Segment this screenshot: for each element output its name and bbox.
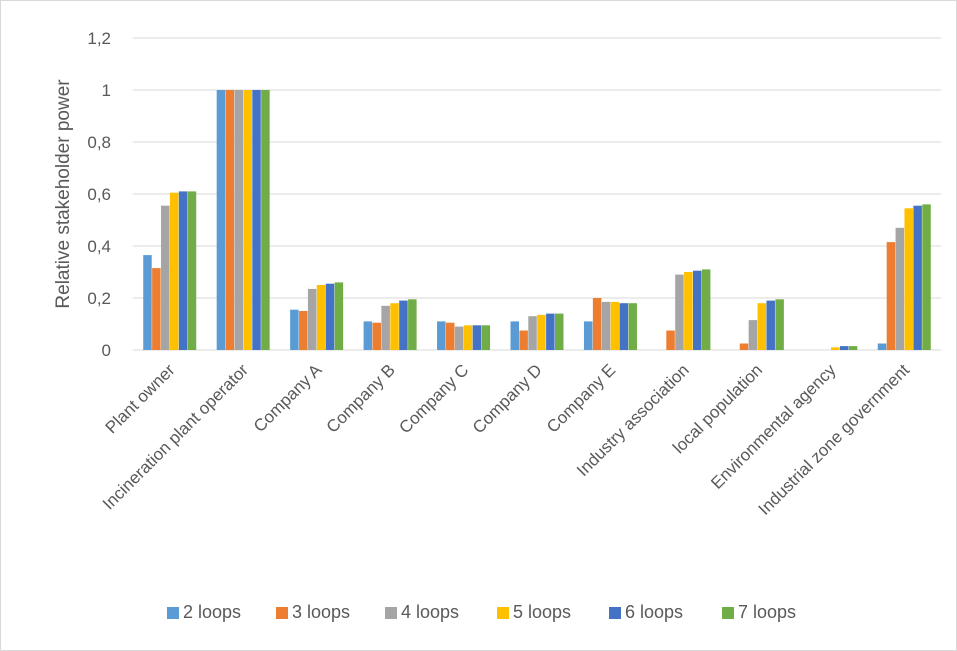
bar-5-loops-10: [904, 208, 913, 350]
bar-3-loops-4: [445, 322, 455, 350]
bar-3-loops-3: [372, 322, 381, 350]
bar-6-loops-2: [325, 283, 335, 350]
bar-6-loops-1: [252, 90, 261, 350]
bar-5-loops-3: [390, 303, 399, 350]
bar-4-loops-3: [381, 305, 390, 350]
bars: [143, 90, 931, 350]
bar-4-loops-2: [307, 288, 317, 350]
x-category-label: Industrial zone government: [755, 360, 914, 519]
bar-4-loops-6: [601, 301, 611, 350]
bar-6-loops-6: [619, 303, 629, 350]
bar-5-loops-8: [757, 303, 767, 350]
bar-7-loops-1: [261, 90, 270, 350]
bar-4-loops-10: [895, 227, 905, 350]
bar-4-loops-1: [234, 90, 243, 350]
bar-6-loops-8: [766, 300, 775, 350]
legend-label: 3 loops: [292, 602, 350, 622]
bar-4-loops-0: [161, 205, 170, 350]
bar-6-loops-3: [399, 300, 408, 350]
bar-5-loops-4: [463, 325, 473, 350]
bar-2-loops-2: [290, 309, 299, 350]
bar-7-loops-5: [555, 313, 564, 350]
y-tick-label: 1,2: [87, 29, 111, 48]
bar-6-loops-9: [839, 346, 849, 350]
legend-label: 5 loops: [513, 602, 571, 622]
legend-label: 7 loops: [738, 602, 796, 622]
legend-label: 6 loops: [625, 602, 683, 622]
legend-swatch: [609, 607, 621, 619]
bar-7-loops-0: [187, 191, 197, 350]
x-category-label: Company A: [250, 360, 326, 436]
bar-2-loops-1: [216, 90, 226, 350]
x-category-label: Environmental agency: [707, 360, 840, 493]
y-tick-label: 0,8: [87, 133, 111, 152]
legend-swatch: [167, 607, 179, 619]
bar-3-loops-10: [886, 242, 896, 350]
bar-5-loops-0: [169, 192, 179, 350]
x-category-label: Company D: [469, 360, 546, 437]
bar-5-loops-2: [316, 285, 326, 350]
bar-6-loops-7: [693, 270, 702, 350]
y-tick-label: 1: [102, 81, 111, 100]
bar-6-loops-5: [546, 313, 555, 350]
y-axis-ticks: 0 0,2 0,4 0,6 0,8 1 1,2: [87, 29, 111, 360]
y-axis-title: Relative stakeholder power: [53, 79, 74, 309]
y-tick-label: 0,4: [87, 237, 111, 256]
bar-4-loops-5: [528, 316, 537, 350]
bar-7-loops-8: [775, 299, 784, 350]
bar-4-loops-7: [675, 274, 684, 350]
bar-3-loops-1: [225, 90, 235, 350]
bar-7-loops-6: [628, 303, 637, 350]
y-tick-label: 0,6: [87, 185, 111, 204]
bar-5-loops-7: [684, 272, 693, 350]
bar-7-loops-3: [408, 299, 417, 350]
bar-5-loops-1: [243, 90, 252, 350]
legend-swatch: [276, 607, 288, 619]
bar-3-loops-8: [739, 343, 749, 350]
bar-2-loops-0: [143, 255, 152, 350]
bar-2-loops-10: [877, 343, 887, 350]
bar-4-loops-4: [454, 326, 464, 350]
bar-2-loops-6: [583, 321, 593, 350]
bar-7-loops-2: [334, 282, 344, 350]
bar-7-loops-4: [481, 325, 491, 350]
bar-7-loops-10: [922, 204, 931, 350]
bar-3-loops-7: [666, 330, 675, 350]
bar-5-loops-6: [610, 301, 620, 350]
bar-6-loops-0: [178, 191, 188, 350]
bar-4-loops-8: [748, 320, 758, 350]
bar-6-loops-10: [913, 205, 922, 350]
y-tick-label: 0,2: [87, 289, 111, 308]
bar-2-loops-5: [510, 321, 519, 350]
legend-swatch: [722, 607, 734, 619]
x-category-label: Company E: [543, 360, 619, 436]
legend-swatch: [497, 607, 509, 619]
bar-3-loops-6: [592, 298, 602, 350]
legend: 2 loops 3 loops 4 loops 5 loops 6 loops 7 loo…: [167, 602, 796, 622]
bar-3-loops-0: [152, 268, 161, 350]
bar-3-loops-2: [299, 311, 308, 350]
bar-7-loops-9: [848, 346, 858, 350]
legend-label: 2 loops: [183, 602, 241, 622]
legend-swatch: [385, 607, 397, 619]
x-category-label: Company C: [395, 360, 472, 437]
x-category-label: Plant owner: [102, 360, 179, 437]
bar-6-loops-4: [472, 325, 482, 350]
legend-label: 4 loops: [401, 602, 459, 622]
bar-5-loops-5: [537, 314, 546, 350]
bar-7-loops-7: [701, 269, 711, 350]
x-category-label: Company B: [323, 360, 399, 436]
bar-2-loops-3: [363, 321, 373, 350]
bar-5-loops-9: [831, 347, 840, 350]
bar-2-loops-4: [437, 321, 446, 350]
y-tick-label: 0: [102, 341, 111, 360]
x-category-label: Incineration plant operator: [99, 360, 252, 513]
bar-3-loops-5: [519, 330, 528, 350]
